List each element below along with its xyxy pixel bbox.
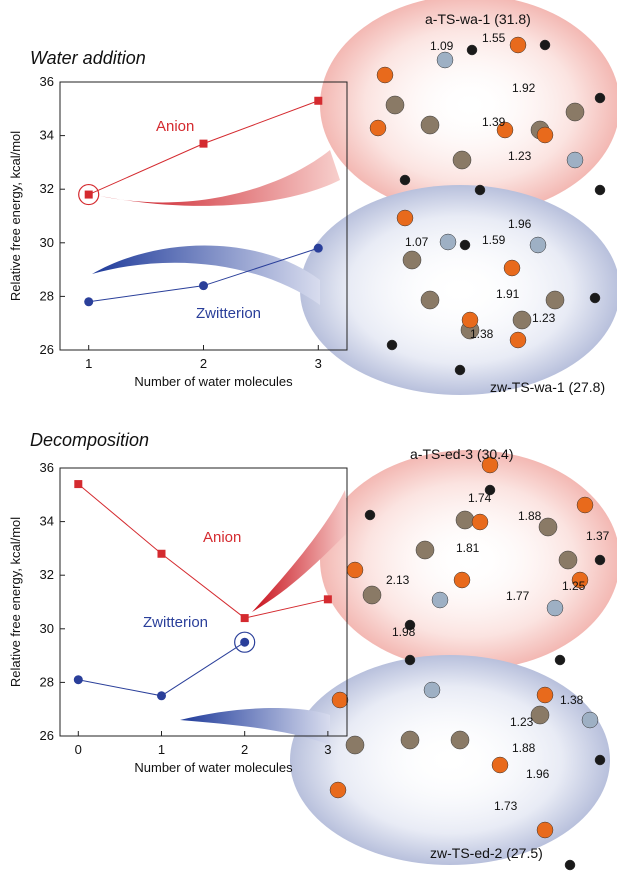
bond-length: 1.23 (532, 311, 556, 325)
bubble-tail (100, 150, 340, 206)
x-tick-label: 2 (200, 356, 207, 371)
chart-title: Water addition (30, 48, 146, 68)
y-tick-label: 32 (40, 181, 54, 196)
series-label: Anion (203, 529, 241, 546)
y-tick-label: 30 (40, 235, 54, 250)
bond-length: 1.92 (512, 81, 536, 95)
bond-length: 1.38 (560, 693, 584, 707)
marker (84, 297, 93, 306)
marker (85, 191, 93, 199)
bond-length: 1.09 (430, 39, 454, 53)
bubble (300, 185, 617, 395)
x-tick-label: 0 (75, 742, 82, 757)
marker (314, 97, 322, 105)
bond-length: 1.74 (468, 491, 492, 505)
y-tick-label: 30 (40, 621, 54, 636)
y-tick-label: 28 (40, 288, 54, 303)
y-tick-label: 26 (40, 728, 54, 743)
structure-label: a-TS-wa-1 (31.8) (425, 11, 531, 27)
bond-length: 1.96 (508, 217, 532, 231)
marker (74, 480, 82, 488)
bond-length: 1.25 (562, 579, 586, 593)
structure-label: zw-TS-ed-2 (27.5) (430, 845, 543, 861)
x-tick-label: 1 (158, 742, 165, 757)
bond-length: 1.88 (512, 741, 536, 755)
y-tick-label: 28 (40, 674, 54, 689)
bond-length: 1.88 (518, 509, 542, 523)
y-axis-label: Relative free energy, kcal/mol (8, 131, 23, 301)
bond-length: 1.39 (482, 115, 506, 129)
x-axis-label: Number of water molecules (134, 760, 293, 775)
chart-title: Decomposition (30, 430, 149, 450)
x-tick-label: 2 (241, 742, 248, 757)
bond-length: 2.13 (386, 573, 410, 587)
y-tick-label: 34 (40, 128, 54, 143)
bond-length: 1.59 (482, 233, 506, 247)
plot-frame (60, 468, 347, 736)
structure-label: a-TS-ed-3 (30.4) (410, 446, 513, 462)
bond-length: 1.91 (496, 287, 520, 301)
bond-length: 1.98 (392, 625, 416, 639)
x-tick-label: 3 (315, 356, 322, 371)
marker (74, 675, 83, 684)
y-tick-label: 26 (40, 342, 54, 357)
marker (199, 281, 208, 290)
bond-length: 1.73 (494, 799, 518, 813)
bond-length: 1.55 (482, 31, 506, 45)
y-tick-label: 34 (40, 514, 54, 529)
y-axis-label: Relative free energy, kcal/mol (8, 517, 23, 687)
marker (200, 140, 208, 148)
series-label: Zwitterion (143, 614, 208, 631)
y-tick-label: 36 (40, 74, 54, 89)
bond-length: 1.38 (470, 327, 494, 341)
series-line (78, 484, 328, 618)
x-axis-label: Number of water molecules (134, 374, 293, 389)
series-line (78, 642, 244, 696)
marker (157, 550, 165, 558)
marker (240, 638, 249, 647)
bond-length: 1.07 (405, 235, 429, 249)
y-tick-label: 32 (40, 567, 54, 582)
bond-length: 1.77 (506, 589, 530, 603)
y-tick-label: 36 (40, 460, 54, 475)
x-tick-label: 1 (85, 356, 92, 371)
series-label: Anion (156, 118, 194, 135)
bond-length: 1.23 (508, 149, 532, 163)
bond-length: 1.23 (510, 715, 534, 729)
marker (324, 595, 332, 603)
bond-length: 1.96 (526, 767, 550, 781)
bond-length: 1.81 (456, 541, 480, 555)
x-tick-label: 3 (324, 742, 331, 757)
marker (241, 614, 249, 622)
series-label: Zwitterion (196, 305, 261, 322)
figure: Water addition262830323436123Number of w… (0, 0, 617, 872)
bubble (290, 655, 610, 865)
marker (157, 691, 166, 700)
marker (314, 244, 323, 253)
bond-length: 1.37 (586, 529, 610, 543)
structure-label: zw-TS-wa-1 (27.8) (490, 379, 605, 395)
